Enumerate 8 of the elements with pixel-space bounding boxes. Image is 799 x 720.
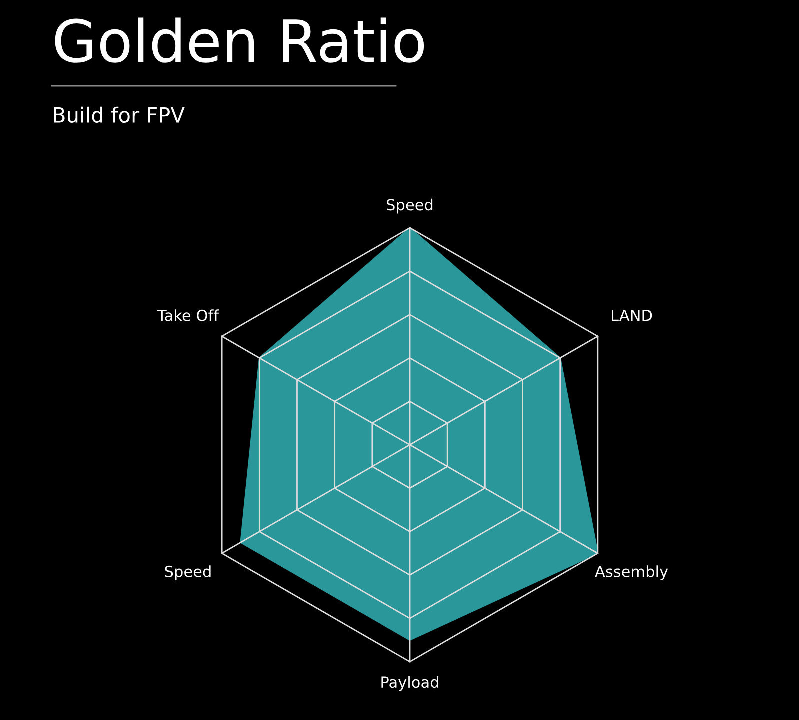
spoke-label: Take Off bbox=[157, 310, 220, 322]
spoke-label: LAND bbox=[612, 310, 652, 322]
spoke-label: Assembly bbox=[595, 566, 668, 580]
spoke-label: Payload bbox=[382, 676, 438, 692]
chart-subtitle: Build for FPV bbox=[54, 106, 185, 124]
spoke-label: Speed bbox=[165, 566, 211, 580]
chart-title: Golden Ratio bbox=[55, 18, 424, 63]
spoke-label: Speed bbox=[387, 198, 433, 214]
